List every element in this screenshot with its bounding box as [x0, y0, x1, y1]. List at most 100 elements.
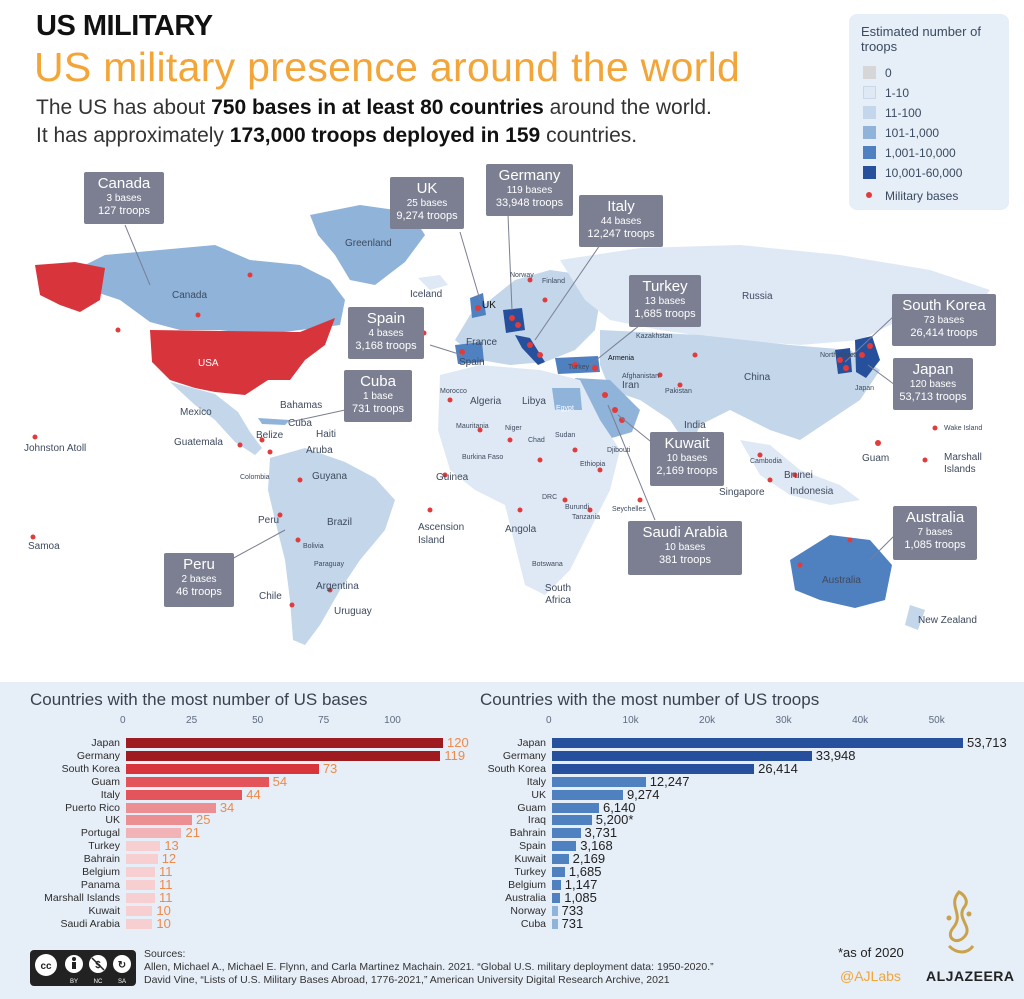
map-label-marshall: Marshall Islands — [944, 452, 982, 475]
callout-turkey: Turkey 13 bases 1,685 troops — [629, 275, 701, 327]
bar-category-label: Iraq — [527, 814, 546, 827]
map-label-angola: Angola — [505, 524, 537, 535]
bar-value-label: 26,414 — [758, 760, 798, 776]
map-label-ethiopia: Ethiopia — [580, 461, 606, 468]
base-dot — [767, 477, 773, 483]
bar-value-label: 1,147 — [564, 876, 598, 892]
bar-category-label: Norway — [510, 904, 546, 917]
bar-category-label: Japan — [91, 737, 120, 749]
base-dot — [527, 277, 533, 283]
map-label-chad: Chad — [528, 437, 545, 444]
legend-label: Military bases — [885, 189, 959, 203]
base-dot — [475, 305, 481, 311]
axis-tick: 20k — [699, 715, 716, 726]
callout-country: UK — [416, 180, 438, 197]
map-label-bolivia: Bolivia — [303, 543, 324, 550]
leader-line — [869, 534, 896, 561]
bar-category-label: South Korea — [487, 762, 546, 775]
axis-tick: 25 — [186, 715, 198, 726]
bar-value-label: 2,169 — [572, 851, 606, 867]
callout-country: South Korea — [902, 297, 986, 314]
map-label-guam: Guam — [862, 453, 890, 464]
map-label-kazakhstan: Kazakhstan — [636, 333, 673, 340]
map-label-tanzania: Tanzania — [572, 514, 601, 521]
base-dot — [572, 362, 578, 368]
callout-bases: 7 bases — [917, 527, 953, 538]
legend: Estimated number of troops 0 1-10 11-100… — [849, 14, 1009, 210]
military-bases — [30, 272, 938, 608]
base-dot-icon — [866, 192, 872, 198]
bar-category-label: Puerto Rico — [65, 801, 120, 814]
bar — [552, 763, 755, 774]
bar-category-label: Bahrain — [83, 853, 120, 866]
alaska-shape — [35, 262, 105, 312]
germany-shape — [503, 308, 525, 333]
callout-kuwait: Kuwait 10 bases 2,169 troops — [650, 432, 724, 486]
callout-cuba: Cuba 1 base 731 troops — [344, 370, 412, 422]
bar-category-label: Germany — [76, 749, 120, 762]
bar-category-label: Portugal — [80, 827, 120, 840]
bar-category-label: Germany — [502, 749, 546, 762]
map-label-djibouti: Djibouti — [607, 447, 631, 454]
bar-category-label: Saudi Arabia — [60, 917, 120, 930]
legend-label: 101-1,000 — [885, 126, 940, 140]
map-label-burundi: Burundi — [565, 504, 590, 511]
base-dot — [542, 297, 548, 303]
legend-swatch — [863, 66, 876, 79]
map-label-turkey: Turkey — [568, 364, 590, 371]
map-label-colombia: Colombia — [240, 474, 270, 481]
map-label-afghanistan: Afghanistan — [622, 373, 659, 380]
map-label-pakistan: Pakistan — [665, 388, 692, 395]
callout-country: Cuba — [360, 373, 396, 390]
bar-value-label: 12,247 — [649, 773, 690, 789]
bar-value-label: 10 — [156, 902, 171, 918]
map-label-australia: Australia — [822, 575, 861, 586]
base-dot — [527, 342, 533, 348]
axis-tick: 0 — [120, 715, 126, 726]
cuba-shape — [258, 418, 290, 425]
bar-value-label: 733 — [561, 902, 584, 918]
aljazeera-logo-icon — [946, 890, 975, 954]
south-america-shape — [268, 448, 395, 645]
map-label-india: India — [684, 420, 706, 431]
bar-value-label: 25 — [196, 812, 211, 828]
bar — [126, 867, 156, 877]
bar — [552, 828, 581, 839]
bar-category-label: Guam — [517, 801, 546, 814]
lede-line-1: The US has about 750 bases in at least 8… — [36, 96, 712, 119]
map-label-botswana: Botswana — [532, 561, 563, 568]
leader-line — [589, 324, 641, 366]
base-dot — [259, 437, 265, 443]
bar-value-label: 33,948 — [815, 747, 856, 763]
map-label-iran: Iran — [622, 380, 640, 391]
base-dot — [602, 392, 608, 398]
bar-value-label: 731 — [561, 915, 584, 931]
map-label-brazil: Brazil — [327, 517, 353, 528]
base-dot — [459, 349, 465, 355]
callout-bases: 3 bases — [106, 193, 142, 204]
map-label-guyana: Guyana — [312, 471, 348, 482]
base-dot — [597, 467, 603, 473]
bar — [552, 905, 558, 916]
map-label-indonesia: Indonesia — [790, 486, 834, 497]
map-label-drc: DRC — [542, 494, 558, 501]
base-dot — [509, 315, 515, 321]
map-label-canada: Canada — [172, 290, 208, 301]
ajlabs-handle[interactable]: @AJLabs — [840, 968, 901, 984]
svg-text:cc: cc — [40, 961, 52, 972]
map-label-singapore: Singapore — [719, 487, 765, 498]
bar — [552, 815, 592, 826]
svg-text:NC: NC — [94, 979, 103, 985]
callout-country: Spain — [366, 310, 406, 327]
map-label-burkina: Burkina Faso — [462, 454, 504, 461]
base-dot — [677, 382, 683, 388]
bar-category-label: Belgium — [82, 866, 120, 878]
callout-troops: 127 troops — [98, 205, 150, 217]
bar-value-label: 120 — [447, 735, 469, 750]
map-label-north-korea: North Korea — [820, 352, 858, 359]
base-dot — [932, 425, 938, 431]
bar-category-label: UK — [531, 788, 546, 801]
bar-value-label: 73 — [322, 760, 338, 776]
callout-troops: 381 troops — [659, 554, 711, 566]
bar-value-label: 54 — [272, 773, 288, 789]
